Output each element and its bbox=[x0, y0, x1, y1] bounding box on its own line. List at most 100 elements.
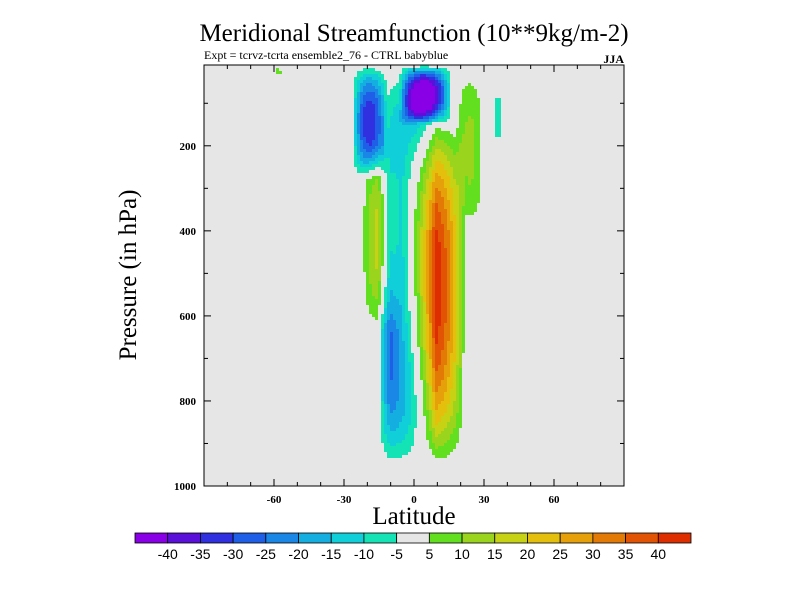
contour-cell bbox=[420, 215, 423, 218]
contour-cell bbox=[372, 158, 375, 161]
contour-cell bbox=[474, 173, 477, 176]
contour-cell bbox=[363, 137, 366, 140]
contour-cell bbox=[387, 398, 390, 401]
contour-cell bbox=[387, 233, 390, 236]
contour-cell bbox=[444, 176, 447, 179]
contour-cell bbox=[462, 239, 465, 242]
contour-cell bbox=[450, 194, 453, 197]
contour-cell bbox=[408, 437, 411, 440]
contour-cell bbox=[393, 269, 396, 272]
contour-cell bbox=[459, 182, 462, 185]
contour-cell bbox=[420, 290, 423, 293]
contour-cell bbox=[465, 209, 468, 212]
contour-cell bbox=[426, 422, 429, 425]
contour-cell bbox=[426, 152, 429, 155]
contour-cell bbox=[390, 362, 393, 365]
contour-cell bbox=[441, 242, 444, 245]
contour-cell bbox=[450, 434, 453, 437]
contour-cell bbox=[402, 272, 405, 275]
contour-cell bbox=[423, 380, 426, 383]
contour-cell bbox=[435, 245, 438, 248]
contour-cell bbox=[387, 323, 390, 326]
contour-cell bbox=[432, 74, 435, 77]
contour-cell bbox=[477, 179, 480, 182]
contour-cell bbox=[429, 104, 432, 107]
contour-cell bbox=[408, 137, 411, 140]
contour-cell bbox=[435, 416, 438, 419]
contour-cell bbox=[429, 266, 432, 269]
contour-cell bbox=[366, 107, 369, 110]
contour-cell bbox=[474, 185, 477, 188]
contour-cell bbox=[417, 209, 420, 212]
contour-cell bbox=[399, 290, 402, 293]
contour-cell bbox=[435, 176, 438, 179]
contour-cell bbox=[411, 425, 414, 428]
contour-cell bbox=[369, 188, 372, 191]
contour-cell bbox=[432, 314, 435, 317]
contour-cell bbox=[393, 335, 396, 338]
contour-cell bbox=[378, 263, 381, 266]
contour-cell bbox=[432, 389, 435, 392]
contour-cell bbox=[441, 302, 444, 305]
contour-cell bbox=[387, 437, 390, 440]
contour-cell bbox=[438, 92, 441, 95]
contour-cell bbox=[357, 101, 360, 104]
contour-cell bbox=[441, 308, 444, 311]
contour-cell bbox=[441, 347, 444, 350]
contour-cell bbox=[354, 158, 357, 161]
contour-cell bbox=[432, 362, 435, 365]
contour-cell bbox=[423, 290, 426, 293]
y-tick-label: 400 bbox=[180, 226, 197, 238]
contour-cell bbox=[444, 230, 447, 233]
contour-cell bbox=[441, 218, 444, 221]
contour-cell bbox=[441, 206, 444, 209]
contour-cell bbox=[399, 209, 402, 212]
y-tick-label: 800 bbox=[180, 396, 197, 408]
contour-cell bbox=[444, 227, 447, 230]
contour-cell bbox=[408, 374, 411, 377]
contour-cell bbox=[456, 350, 459, 353]
contour-cell bbox=[414, 410, 417, 413]
contour-cell bbox=[366, 116, 369, 119]
contour-cell bbox=[447, 371, 450, 374]
contour-cell bbox=[414, 422, 417, 425]
contour-cell bbox=[429, 245, 432, 248]
contour-cell bbox=[399, 350, 402, 353]
contour-cell bbox=[420, 341, 423, 344]
contour-cell bbox=[405, 437, 408, 440]
contour-cell bbox=[441, 248, 444, 251]
contour-cell bbox=[444, 368, 447, 371]
contour-cell bbox=[417, 86, 420, 89]
contour-cell bbox=[396, 317, 399, 320]
contour-cell bbox=[363, 206, 366, 209]
contour-cell bbox=[453, 161, 456, 164]
contour-cell bbox=[417, 320, 420, 323]
contour-cell bbox=[396, 146, 399, 149]
contour-cell bbox=[396, 221, 399, 224]
contour-cell bbox=[423, 92, 426, 95]
contour-cell bbox=[402, 437, 405, 440]
contour-cell bbox=[423, 113, 426, 116]
contour-cell bbox=[447, 233, 450, 236]
contour-cell bbox=[468, 137, 471, 140]
contour-cell bbox=[378, 77, 381, 80]
contour-cell bbox=[432, 233, 435, 236]
contour-cell bbox=[444, 386, 447, 389]
contour-cell bbox=[393, 116, 396, 119]
contour-cell bbox=[447, 83, 450, 86]
contour-cell bbox=[450, 299, 453, 302]
contour-cell bbox=[372, 227, 375, 230]
contour-cell bbox=[456, 176, 459, 179]
contour-cell bbox=[387, 389, 390, 392]
contour-cell bbox=[408, 344, 411, 347]
contour-cell bbox=[408, 98, 411, 101]
contour-cell bbox=[399, 365, 402, 368]
contour-cell bbox=[390, 413, 393, 416]
contour-cell bbox=[357, 146, 360, 149]
contour-cell bbox=[438, 371, 441, 374]
contour-cell bbox=[438, 98, 441, 101]
contour-cell bbox=[471, 104, 474, 107]
contour-cell bbox=[474, 182, 477, 185]
contour-cell bbox=[459, 413, 462, 416]
contour-cell bbox=[438, 236, 441, 239]
